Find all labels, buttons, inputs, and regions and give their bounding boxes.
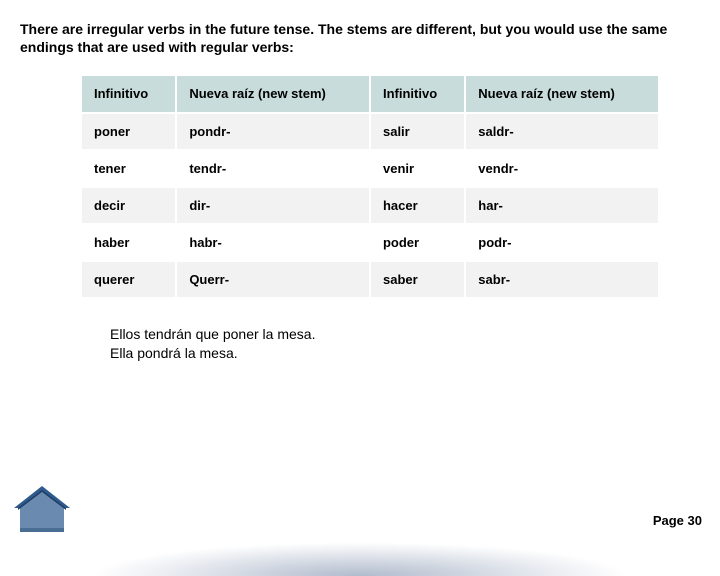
example-line: Ellos tendrán que poner la mesa. [110, 325, 700, 344]
cell: venir [371, 151, 464, 186]
cell: hacer [371, 188, 464, 223]
cell: sabr- [466, 262, 658, 297]
table-row: tener tendr- venir vendr- [82, 151, 658, 186]
cell: querer [82, 262, 175, 297]
cell: har- [466, 188, 658, 223]
cell: habr- [177, 225, 369, 260]
cell: pondr- [177, 114, 369, 149]
col-header-3: Infinitivo [371, 76, 464, 112]
cell: salir [371, 114, 464, 149]
table-row: decir dir- hacer har- [82, 188, 658, 223]
footer-glow [0, 504, 720, 576]
example-sentences: Ellos tendrán que poner la mesa. Ella po… [110, 325, 700, 363]
cell: poder [371, 225, 464, 260]
cell: podr- [466, 225, 658, 260]
table-row: querer Querr- saber sabr- [82, 262, 658, 297]
slide-footer: Page 30 [0, 470, 720, 540]
house-icon [8, 480, 76, 538]
col-header-1: Infinitivo [82, 76, 175, 112]
cell: poner [82, 114, 175, 149]
cell: tener [82, 151, 175, 186]
cell: Querr- [177, 262, 369, 297]
example-line: Ella pondrá la mesa. [110, 344, 700, 363]
table-row: poner pondr- salir saldr- [82, 114, 658, 149]
cell: saldr- [466, 114, 658, 149]
cell: haber [82, 225, 175, 260]
table-row: haber habr- poder podr- [82, 225, 658, 260]
cell: saber [371, 262, 464, 297]
col-header-4: Nueva raíz (new stem) [466, 76, 658, 112]
page-number: Page 30 [653, 513, 702, 528]
irregular-verbs-table: Infinitivo Nueva raíz (new stem) Infinit… [80, 74, 660, 299]
cell: dir- [177, 188, 369, 223]
cell: decir [82, 188, 175, 223]
col-header-2: Nueva raíz (new stem) [177, 76, 369, 112]
intro-text: There are irregular verbs in the future … [20, 20, 700, 56]
cell: vendr- [466, 151, 658, 186]
cell: tendr- [177, 151, 369, 186]
